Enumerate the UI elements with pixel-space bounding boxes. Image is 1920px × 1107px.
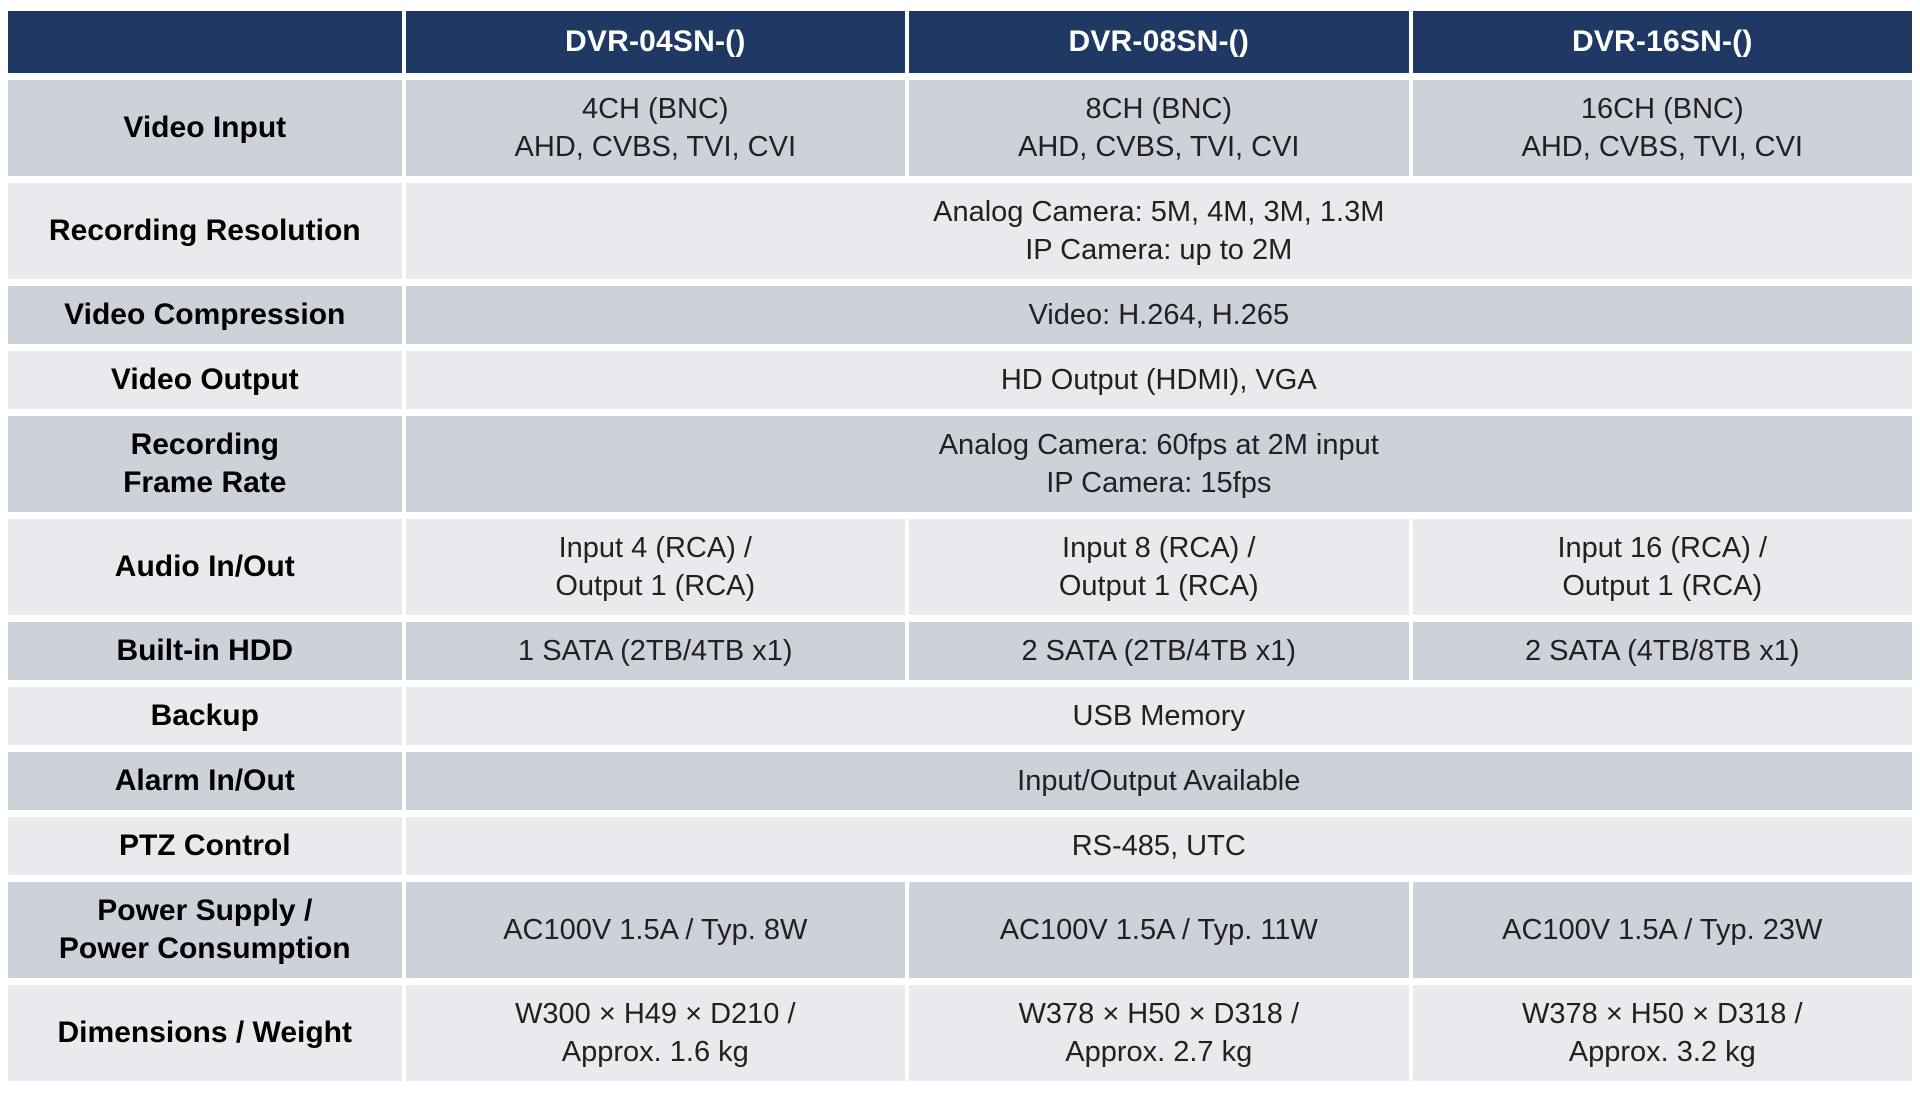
spec-value-cell: AC100V 1.5A / Typ. 8W bbox=[405, 882, 906, 978]
spec-value-cell: 1 SATA (2TB/4TB x1) bbox=[405, 622, 906, 680]
spec-value-span: Video: H.264, H.265 bbox=[405, 286, 1912, 344]
spec-value-span: Input/Output Available bbox=[405, 752, 1912, 810]
row-label-ptz-control: PTZ Control bbox=[8, 817, 402, 875]
header-row: DVR-04SN-() DVR-08SN-() DVR-16SN-() bbox=[8, 11, 1912, 73]
spec-value-cell: 8CH (BNC) AHD, CVBS, TVI, CVI bbox=[909, 80, 1409, 176]
row-label-dimensions-weight: Dimensions / Weight bbox=[8, 985, 402, 1081]
spec-row-dimensions-weight: Dimensions / Weight W300 × H49 × D210 / … bbox=[8, 985, 1912, 1081]
spec-value-cell: Input 16 (RCA) / Output 1 (RCA) bbox=[1412, 519, 1912, 615]
spec-row-backup: Backup USB Memory bbox=[8, 687, 1912, 745]
row-label-alarm-in-out: Alarm In/Out bbox=[8, 752, 402, 810]
header-corner-cell bbox=[8, 11, 402, 73]
column-header-dvr-16sn: DVR-16SN-() bbox=[1412, 11, 1912, 73]
row-label-recording-resolution: Recording Resolution bbox=[8, 183, 402, 279]
row-label-recording-frame-rate: Recording Frame Rate bbox=[8, 416, 402, 512]
spec-row-power-supply: Power Supply / Power Consumption AC100V … bbox=[8, 882, 1912, 978]
row-label-video-compression: Video Compression bbox=[8, 286, 402, 344]
row-label-power-supply: Power Supply / Power Consumption bbox=[8, 882, 402, 978]
row-label-audio-in-out: Audio In/Out bbox=[8, 519, 402, 615]
spec-value-cell: Input 4 (RCA) / Output 1 (RCA) bbox=[405, 519, 906, 615]
spec-row-alarm-in-out: Alarm In/Out Input/Output Available bbox=[8, 752, 1912, 810]
column-header-dvr-08sn: DVR-08SN-() bbox=[909, 11, 1409, 73]
spec-value-cell: 2 SATA (4TB/8TB x1) bbox=[1412, 622, 1912, 680]
spec-row-built-in-hdd: Built-in HDD 1 SATA (2TB/4TB x1) 2 SATA … bbox=[8, 622, 1912, 680]
spec-value-cell: Input 8 (RCA) / Output 1 (RCA) bbox=[909, 519, 1409, 615]
row-label-video-input: Video Input bbox=[8, 80, 402, 176]
spec-row-recording-frame-rate: Recording Frame Rate Analog Camera: 60fp… bbox=[8, 416, 1912, 512]
spec-table-body: Video Input 4CH (BNC) AHD, CVBS, TVI, CV… bbox=[8, 80, 1912, 1081]
spec-value-span: Analog Camera: 60fps at 2M input IP Came… bbox=[405, 416, 1912, 512]
spec-row-video-output: Video Output HD Output (HDMI), VGA bbox=[8, 351, 1912, 409]
spec-row-video-input: Video Input 4CH (BNC) AHD, CVBS, TVI, CV… bbox=[8, 80, 1912, 176]
column-header-dvr-04sn: DVR-04SN-() bbox=[405, 11, 906, 73]
spec-value-cell: W378 × H50 × D318 / Approx. 3.2 kg bbox=[1412, 985, 1912, 1081]
spec-value-span: RS-485, UTC bbox=[405, 817, 1912, 875]
spec-table: DVR-04SN-() DVR-08SN-() DVR-16SN-() Vide… bbox=[4, 4, 1916, 1088]
spec-value-cell: AC100V 1.5A / Typ. 11W bbox=[909, 882, 1409, 978]
spec-value-cell: W378 × H50 × D318 / Approx. 2.7 kg bbox=[909, 985, 1409, 1081]
spec-value-span: Analog Camera: 5M, 4M, 3M, 1.3M IP Camer… bbox=[405, 183, 1912, 279]
spec-value-cell: W300 × H49 × D210 / Approx. 1.6 kg bbox=[405, 985, 906, 1081]
row-label-built-in-hdd: Built-in HDD bbox=[8, 622, 402, 680]
spec-row-ptz-control: PTZ Control RS-485, UTC bbox=[8, 817, 1912, 875]
spec-row-video-compression: Video Compression Video: H.264, H.265 bbox=[8, 286, 1912, 344]
row-label-backup: Backup bbox=[8, 687, 402, 745]
spec-row-audio-in-out: Audio In/Out Input 4 (RCA) / Output 1 (R… bbox=[8, 519, 1912, 615]
spec-table-header: DVR-04SN-() DVR-08SN-() DVR-16SN-() bbox=[8, 11, 1912, 73]
spec-value-cell: 16CH (BNC) AHD, CVBS, TVI, CVI bbox=[1412, 80, 1912, 176]
spec-value-cell: 2 SATA (2TB/4TB x1) bbox=[909, 622, 1409, 680]
row-label-video-output: Video Output bbox=[8, 351, 402, 409]
spec-value-cell: AC100V 1.5A / Typ. 23W bbox=[1412, 882, 1912, 978]
spec-value-span: USB Memory bbox=[405, 687, 1912, 745]
spec-value-cell: 4CH (BNC) AHD, CVBS, TVI, CVI bbox=[405, 80, 906, 176]
spec-row-recording-resolution: Recording Resolution Analog Camera: 5M, … bbox=[8, 183, 1912, 279]
spec-value-span: HD Output (HDMI), VGA bbox=[405, 351, 1912, 409]
